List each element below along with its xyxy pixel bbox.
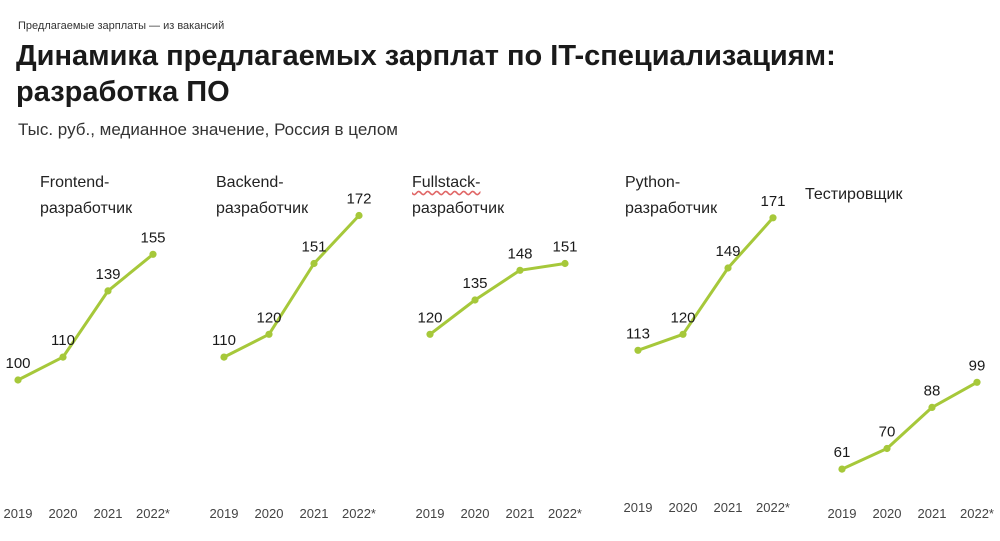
data-point-frontend-3	[149, 250, 157, 258]
series-label-python: Python- разработчик	[625, 174, 718, 217]
data-label-frontend-0: 100	[5, 355, 30, 372]
data-label-testing-3: 99	[969, 357, 986, 374]
data-point-frontend-1	[59, 353, 67, 361]
data-point-testing-2	[928, 403, 936, 411]
chart-title: Динамика предлагаемых зарплат по IT-спец…	[16, 40, 836, 108]
data-point-backend-1	[265, 330, 273, 338]
x-tick-backend-1: 2020	[255, 506, 284, 521]
data-label-fullstack-1: 135	[462, 275, 487, 292]
x-tick-testing-1: 2020	[873, 506, 902, 521]
data-point-python-1	[679, 330, 687, 338]
series-label-testing: Тестировщик	[805, 186, 903, 203]
data-point-testing-0	[838, 465, 846, 473]
data-point-testing-1	[883, 444, 891, 453]
data-label-fullstack-2: 148	[507, 245, 532, 262]
x-tick-fullstack-1: 2020	[461, 506, 490, 521]
data-point-python-2	[724, 264, 732, 272]
x-tick-frontend-3: 2022*	[136, 506, 170, 521]
series-label-frontend: Frontend- разработчик	[40, 174, 133, 217]
data-point-testing-3	[973, 378, 981, 386]
data-point-fullstack-0	[426, 330, 434, 338]
data-label-testing-0: 61	[834, 444, 851, 461]
series-line-fullstack	[428, 262, 567, 336]
x-tick-fullstack-2: 2021	[506, 506, 535, 521]
series-line-testing	[840, 380, 979, 471]
data-label-frontend-2: 139	[95, 266, 120, 283]
data-point-fullstack-3	[561, 259, 569, 268]
data-label-backend-1: 120	[256, 309, 281, 326]
x-tick-frontend-1: 2020	[49, 506, 78, 521]
x-tick-backend-0: 2019	[210, 506, 239, 521]
data-point-python-0	[634, 346, 642, 354]
x-tick-backend-3: 2022*	[342, 506, 376, 521]
x-tick-python-0: 2019	[624, 500, 653, 515]
x-tick-python-3: 2022*	[756, 500, 790, 515]
x-tick-testing-0: 2019	[828, 506, 857, 521]
x-tick-frontend-0: 2019	[4, 506, 33, 521]
series-line-frontend	[16, 252, 155, 382]
x-tick-python-2: 2021	[714, 500, 743, 515]
series-line-backend	[222, 214, 361, 359]
x-tick-python-1: 2020	[669, 500, 698, 515]
data-label-backend-0: 110	[212, 332, 236, 349]
chart-subtitle: Тыс. руб., медианное значение, Россия в …	[18, 120, 398, 139]
data-label-fullstack-0: 120	[417, 309, 442, 326]
data-label-testing-2: 88	[924, 382, 941, 399]
data-label-backend-2: 151	[301, 239, 326, 256]
x-tick-fullstack-3: 2022*	[548, 506, 582, 521]
series-label-backend: Backend- разработчик	[216, 174, 309, 217]
x-tick-testing-2: 2021	[918, 506, 947, 521]
data-point-backend-3	[355, 211, 363, 220]
series-line-python	[636, 216, 775, 352]
series-label-fullstack: Fullstack- разработчик	[412, 174, 505, 217]
x-tick-fullstack-0: 2019	[416, 506, 445, 521]
data-label-frontend-3: 155	[140, 229, 165, 246]
data-point-python-3	[769, 214, 777, 222]
data-label-python-2: 149	[715, 243, 740, 260]
data-label-testing-1: 70	[879, 424, 896, 441]
data-point-frontend-0	[14, 376, 22, 384]
data-point-backend-2	[310, 259, 318, 268]
data-label-backend-3: 172	[346, 191, 371, 208]
data-point-fullstack-2	[516, 266, 524, 274]
data-label-python-3: 171	[760, 193, 785, 210]
data-label-fullstack-3: 151	[552, 239, 577, 256]
x-tick-frontend-2: 2021	[94, 506, 123, 521]
x-tick-backend-2: 2021	[300, 506, 329, 521]
data-label-python-1: 120	[670, 309, 695, 326]
data-label-python-0: 113	[626, 325, 650, 342]
chart-kicker: Предлагаемые зарплаты — из вакансий	[18, 20, 225, 32]
x-tick-testing-3: 2022*	[960, 506, 994, 521]
data-point-backend-0	[220, 353, 228, 361]
data-point-fullstack-1	[471, 296, 479, 304]
data-label-frontend-1: 110	[51, 332, 75, 349]
data-point-frontend-2	[104, 287, 112, 295]
